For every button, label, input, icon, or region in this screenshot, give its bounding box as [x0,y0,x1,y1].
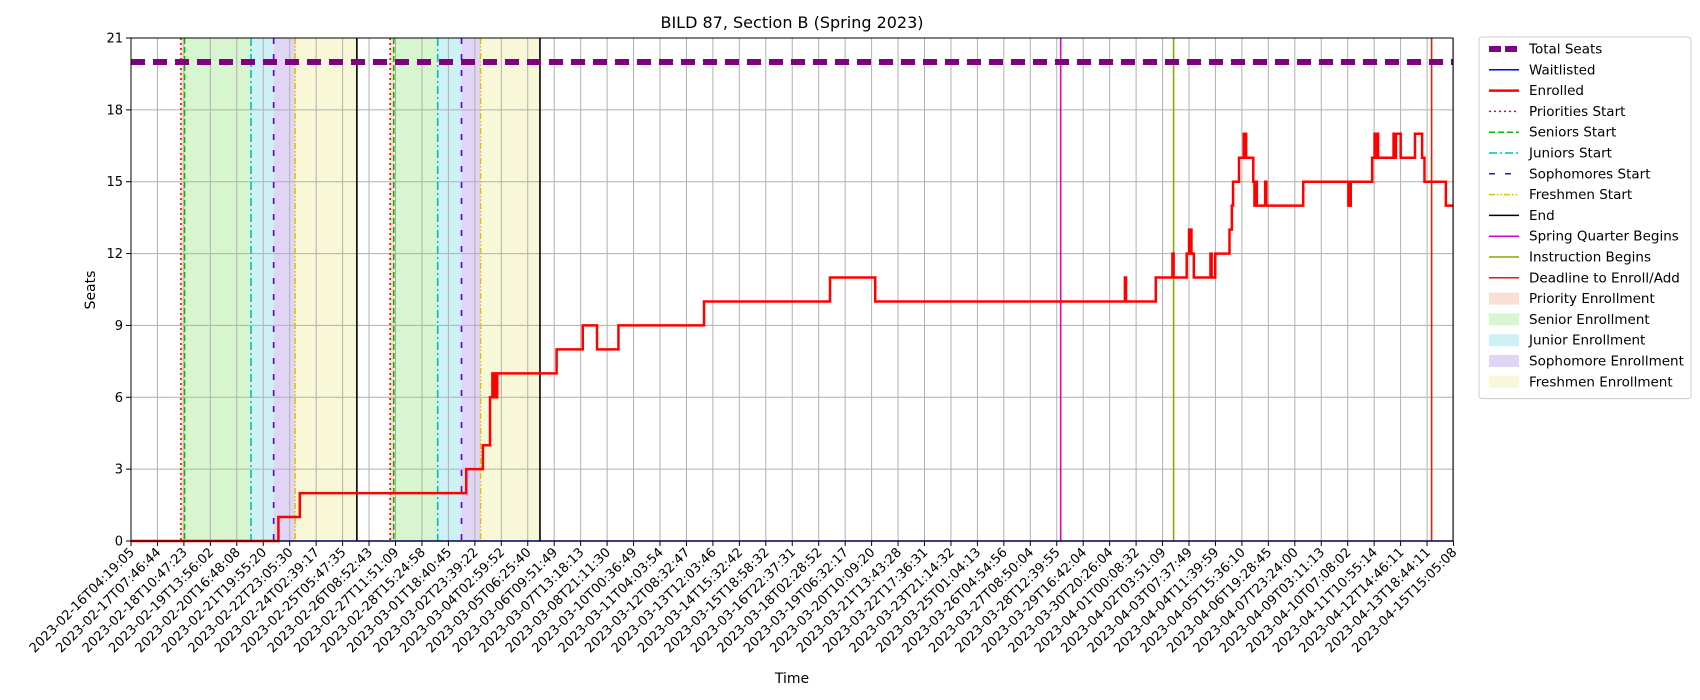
legend-swatch-senior-enrollment [1489,313,1519,326]
legend-label-spring-quarter-begins: Spring Quarter Begins [1529,229,1679,245]
legend-label-junior-enrollment: Junior Enrollment [1528,333,1645,349]
legend-label-waitlisted: Waitlisted [1529,62,1596,78]
shaded-region-senior-enrollment [393,38,438,541]
y-tick-label: 3 [115,463,123,478]
shaded-region-sophomore-enrollment [461,38,481,541]
y-tick-label: 15 [106,175,123,190]
shaded-region-junior-enrollment [251,38,274,541]
legend-label-freshmen-start: Freshmen Start [1529,187,1632,203]
legend-label-end: End [1529,208,1555,224]
shaded-region-senior-enrollment [184,38,252,541]
y-axis-title: Seats [83,271,99,310]
legend-box [1478,36,1692,400]
legend-label-juniors-start: Juniors Start [1528,146,1612,162]
legend-swatch-priority-enrollment [1489,292,1519,305]
plot-area: 0369121518212023-02-16T04:19:052023-02-1… [27,32,1460,657]
y-tick-label: 12 [106,247,123,262]
x-axis-title: Time [774,671,809,687]
y-tick-label: 9 [115,319,123,334]
legend-label-senior-enrollment: Senior Enrollment [1529,312,1650,328]
legend-label-enrolled: Enrolled [1529,83,1584,99]
legend-swatch-sophomore-enrollment [1489,355,1519,367]
legend-label-deadline-to-enroll-add: Deadline to Enroll/Add [1529,270,1680,286]
shaded-region-freshmen-enrollment [480,38,540,541]
shaded-region-priority-enrollment [180,38,185,541]
y-tick-label: 0 [115,535,123,550]
legend: Total Seats Waitlisted Enrolled Priorities … [1478,36,1692,400]
legend-swatch-freshmen-enrollment [1489,375,1519,388]
y-tick-label: 18 [106,103,123,118]
legend-label-priorities-start: Priorities Start [1529,104,1625,120]
legend-label-instruction-begins: Instruction Begins [1529,250,1651,266]
legend-label-freshmen-enrollment: Freshmen Enrollment [1529,374,1673,390]
shaded-region-freshmen-enrollment [295,38,357,541]
legend-label-total-seats: Total Seats [1528,42,1602,58]
chart-title: BILD 87, Section B (Spring 2023) [660,13,923,32]
y-tick-label: 6 [115,391,123,406]
shaded-region-junior-enrollment [437,38,462,541]
legend-label-priority-enrollment: Priority Enrollment [1529,291,1655,307]
legend-label-sophomores-start: Sophomores Start [1529,166,1651,182]
shaded-region-priority-enrollment [390,38,394,541]
shaded-region-sophomore-enrollment [273,38,296,541]
legend-label-sophomore-enrollment: Sophomore Enrollment [1529,354,1684,370]
y-tick-label: 21 [106,32,123,47]
legend-label-seniors-start: Seniors Start [1529,125,1616,141]
series-line-enrolled [131,132,1453,543]
legend-swatch-junior-enrollment [1489,334,1519,347]
